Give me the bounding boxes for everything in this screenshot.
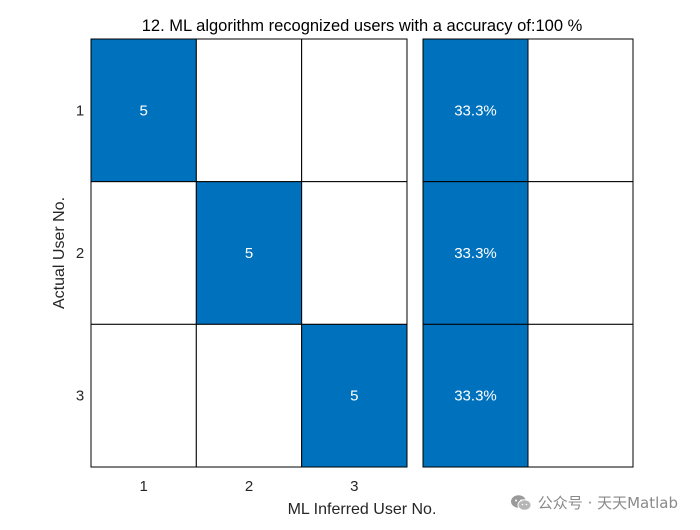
x-tick-labels: 1 2 3	[139, 478, 358, 495]
matrix-cell-value: 5	[245, 245, 253, 262]
summary-cell-empty	[527, 38, 634, 183]
y-tick-label: 2	[76, 245, 84, 262]
x-tick-label: 1	[139, 478, 147, 495]
matrix-cell	[195, 38, 303, 183]
wechat-icon	[510, 494, 532, 512]
matrix-cell	[90, 38, 197, 183]
summary-cell-value: 33.3%	[454, 388, 497, 405]
y-tick-label: 1	[76, 102, 84, 119]
matrix-cell	[195, 181, 303, 325]
x-axis-label: ML Inferred User No.	[288, 501, 437, 518]
matrix-cell	[195, 323, 303, 468]
watermark: 公众号 · 天天Matlab	[510, 492, 678, 513]
x-tick-label: 3	[350, 478, 358, 495]
summary-cell-value: 33.3%	[454, 245, 497, 262]
summary-cell-empty	[527, 181, 634, 325]
summary-cell	[422, 38, 529, 183]
matrix-cell	[301, 181, 408, 325]
matrix-cell	[90, 181, 197, 325]
matrix-cell	[301, 38, 408, 183]
summary-cell	[422, 323, 529, 468]
y-tick-label: 3	[76, 388, 84, 405]
y-axis-label: Actual User No.	[51, 197, 68, 309]
matrix-cell	[90, 323, 197, 468]
chart-title: 12. ML algorithm recognized users with a…	[142, 17, 583, 35]
summary-cell-value: 33.3%	[454, 102, 497, 119]
x-tick-label: 2	[245, 478, 253, 495]
summary-cell-empty	[527, 323, 634, 468]
matrix-cell-value: 5	[350, 388, 358, 405]
summary-cell	[422, 181, 529, 325]
matrix-cell-value: 5	[139, 102, 147, 119]
matrix-cell	[301, 323, 408, 468]
y-tick-labels: 1 2 3	[76, 102, 84, 404]
watermark-text: 公众号 · 天天Matlab	[537, 494, 678, 512]
confusion-matrix: 5 5 5	[90, 38, 408, 468]
summary-column: 33.3% 33.3% 33.3%	[422, 38, 634, 468]
